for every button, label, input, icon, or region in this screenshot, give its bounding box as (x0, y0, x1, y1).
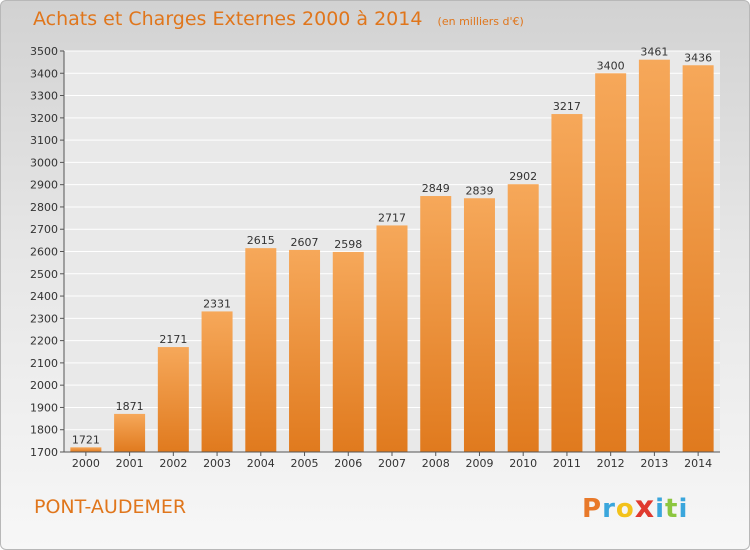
bar-value-label: 2839 (465, 184, 493, 197)
logo-letter: r (602, 494, 616, 524)
bar (638, 59, 670, 453)
bar (551, 114, 583, 452)
y-axis: 1700 1800 1900 2000 2100 2200 2300 2400 2500 2600… (30, 45, 65, 459)
x-tick-label: 2007 (378, 457, 406, 470)
y-tick-label: 2900 (30, 179, 58, 192)
title-row: Achats et Charges Externes 2000 à 2014 (… (33, 8, 524, 30)
logo-letter: o (615, 494, 635, 524)
bar (507, 184, 539, 452)
bar-value-label: 2902 (509, 170, 537, 183)
y-tick-label: 2200 (30, 335, 58, 348)
bar (595, 73, 627, 453)
y-tick-label: 3300 (30, 90, 58, 103)
bar (70, 447, 102, 452)
logo-letter: P (582, 494, 603, 524)
x-axis: 2000 2001 2002 2003 2004 2005 2006 2007 2008 2009… (64, 451, 720, 470)
y-tick-label: 2800 (30, 201, 58, 214)
y-tick-label: 3100 (30, 134, 58, 147)
y-tick-label: 3500 (30, 45, 58, 58)
bar-value-label: 1721 (72, 433, 100, 446)
bar-value-label: 3461 (640, 46, 668, 59)
y-tick-label: 1700 (30, 446, 58, 459)
logo-letter: t (665, 494, 679, 524)
y-tick-label: 2000 (30, 379, 58, 392)
bar-value-label: 2615 (247, 234, 275, 247)
bar-value-label: 3436 (684, 51, 712, 64)
y-tick-label: 2700 (30, 223, 58, 236)
bar (114, 413, 146, 452)
y-tick-label: 2300 (30, 312, 58, 325)
bar (157, 347, 189, 452)
logo-letter: i (678, 494, 689, 524)
bars: 1721 1871 2171 2331 2615 2607 2598 2717 2849 2839… (70, 46, 714, 453)
y-tick-label: 3200 (30, 112, 58, 125)
x-tick-label: 2009 (465, 457, 493, 470)
x-tick-label: 2005 (291, 457, 319, 470)
x-tick-label: 2010 (509, 457, 537, 470)
bar-value-label: 3217 (553, 100, 581, 113)
bar (332, 251, 364, 452)
y-tick-label: 3000 (30, 156, 58, 169)
x-tick-label: 2002 (159, 457, 187, 470)
bar (420, 196, 452, 452)
bar-value-label: 2607 (291, 236, 319, 249)
x-tick-label: 2006 (334, 457, 362, 470)
x-tick-label: 2013 (640, 457, 668, 470)
y-tick-label: 2400 (30, 290, 58, 303)
x-tick-label: 2012 (597, 457, 625, 470)
x-tick-label: 2014 (684, 457, 712, 470)
x-tick-label: 2011 (553, 457, 581, 470)
bar (201, 311, 233, 452)
proxiti-logo: Proxiti (582, 490, 688, 525)
bar-value-label: 2849 (422, 182, 450, 195)
x-tick-label: 2008 (422, 457, 450, 470)
bar-value-label: 2331 (203, 297, 231, 310)
x-tick-label: 2003 (203, 457, 231, 470)
chart-unit-note: (en milliers d'€) (437, 15, 524, 28)
x-tick-label: 2001 (116, 457, 144, 470)
logo-letter: x (634, 490, 656, 525)
x-tick-label: 2000 (72, 457, 100, 470)
bar (376, 225, 408, 452)
bar (682, 65, 714, 452)
chart-title: Achats et Charges Externes 2000 à 2014 (33, 8, 423, 30)
x-tick-label: 2004 (247, 457, 275, 470)
place-name: PONT-AUDEMER (34, 496, 187, 518)
bar-value-label: 2171 (159, 333, 187, 346)
bar-value-label: 2598 (334, 238, 362, 251)
logo-letter: i (655, 494, 666, 524)
bar (289, 249, 321, 452)
y-tick-label: 3400 (30, 67, 58, 80)
bar-value-label: 2717 (378, 211, 406, 224)
bar (463, 198, 495, 452)
y-tick-label: 2500 (30, 268, 58, 281)
y-tick-label: 1900 (30, 401, 58, 414)
bar (245, 248, 277, 452)
bar-value-label: 3400 (597, 59, 625, 72)
y-tick-label: 1800 (30, 424, 58, 437)
y-tick-label: 2600 (30, 246, 58, 259)
y-tick-label: 2100 (30, 357, 58, 370)
bar-value-label: 1871 (116, 400, 144, 413)
